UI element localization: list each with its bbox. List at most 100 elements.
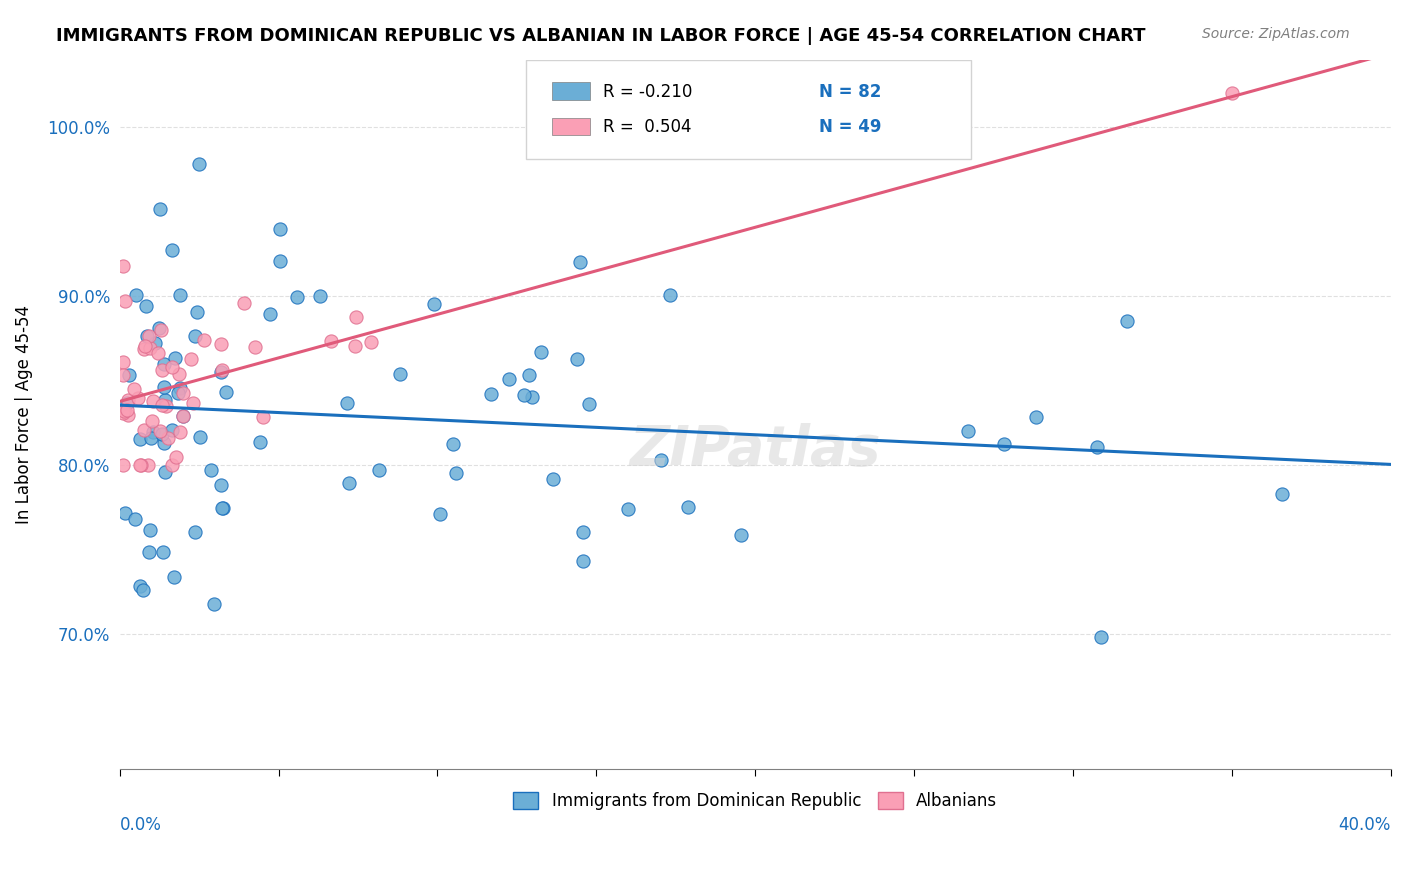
- Point: [993, 436, 1015, 450]
- Point: [129, 433, 152, 447]
- Point: [138, 544, 160, 558]
- Point: [187, 157, 209, 171]
- Point: [152, 545, 174, 559]
- Point: [287, 289, 309, 303]
- Point: [111, 260, 134, 274]
- Point: [152, 357, 174, 371]
- Point: [155, 465, 177, 479]
- Point: [111, 406, 134, 420]
- Point: [1116, 314, 1139, 328]
- Point: [572, 554, 595, 568]
- Point: [169, 425, 191, 440]
- Point: [180, 352, 202, 367]
- Point: [269, 254, 291, 268]
- Point: [172, 386, 194, 401]
- Point: [513, 388, 536, 402]
- Point: [138, 329, 160, 343]
- Point: [136, 458, 159, 472]
- Point: [118, 368, 141, 383]
- FancyBboxPatch shape: [526, 60, 972, 159]
- Point: [446, 467, 468, 481]
- Text: N = 82: N = 82: [818, 82, 882, 101]
- Point: [422, 297, 444, 311]
- Point: [149, 425, 172, 439]
- Point: [676, 500, 699, 514]
- Point: [139, 342, 162, 356]
- Point: [111, 355, 134, 369]
- Point: [172, 409, 194, 424]
- Point: [131, 583, 153, 598]
- Point: [132, 343, 155, 357]
- Point: [211, 363, 233, 377]
- Point: [1271, 487, 1294, 501]
- Point: [215, 385, 238, 400]
- Point: [186, 304, 208, 318]
- Point: [160, 458, 183, 472]
- Point: [146, 345, 169, 359]
- Point: [211, 500, 233, 515]
- Text: R = -0.210: R = -0.210: [603, 82, 692, 101]
- Point: [344, 339, 367, 353]
- Text: ZIPatlas: ZIPatlas: [630, 423, 882, 476]
- Point: [143, 336, 166, 351]
- Point: [211, 365, 233, 379]
- Point: [149, 202, 172, 217]
- Point: [337, 476, 360, 491]
- Point: [139, 523, 162, 537]
- Point: [389, 368, 412, 382]
- Point: [730, 528, 752, 542]
- Point: [209, 337, 232, 351]
- Point: [153, 380, 176, 394]
- Point: [129, 458, 152, 472]
- Point: [136, 329, 159, 343]
- Point: [167, 367, 190, 381]
- Point: [166, 386, 188, 401]
- Point: [148, 321, 170, 335]
- Point: [429, 507, 451, 521]
- Point: [360, 334, 382, 349]
- Point: [309, 289, 332, 303]
- Point: [181, 396, 204, 410]
- FancyBboxPatch shape: [553, 82, 591, 100]
- Text: Source: ZipAtlas.com: Source: ZipAtlas.com: [1202, 27, 1350, 41]
- Point: [344, 310, 367, 325]
- FancyBboxPatch shape: [553, 118, 591, 136]
- Point: [141, 414, 163, 428]
- Point: [135, 299, 157, 313]
- Point: [616, 502, 638, 516]
- Point: [520, 390, 543, 404]
- Point: [1090, 631, 1112, 645]
- Point: [112, 403, 135, 417]
- Point: [142, 425, 165, 439]
- Point: [650, 453, 672, 467]
- Point: [111, 368, 134, 382]
- Point: [124, 512, 146, 526]
- Point: [336, 396, 359, 410]
- Point: [530, 345, 553, 359]
- Point: [565, 352, 588, 367]
- Text: 40.0%: 40.0%: [1339, 816, 1391, 834]
- Point: [139, 431, 162, 445]
- Point: [163, 570, 186, 584]
- Point: [184, 329, 207, 343]
- Point: [117, 396, 139, 410]
- Point: [114, 293, 136, 308]
- Point: [659, 287, 682, 301]
- Point: [209, 477, 232, 491]
- Text: R =  0.504: R = 0.504: [603, 118, 692, 136]
- Point: [149, 323, 172, 337]
- Text: N = 49: N = 49: [818, 118, 882, 136]
- Point: [117, 392, 139, 407]
- Point: [243, 340, 266, 354]
- Text: IMMIGRANTS FROM DOMINICAN REPUBLIC VS ALBANIAN IN LABOR FORCE | AGE 45-54 CORREL: IMMIGRANTS FROM DOMINICAN REPUBLIC VS AL…: [56, 27, 1146, 45]
- Point: [1025, 409, 1047, 424]
- Point: [150, 362, 173, 376]
- Point: [117, 408, 139, 422]
- Point: [134, 339, 156, 353]
- Point: [368, 462, 391, 476]
- Point: [572, 525, 595, 540]
- Point: [259, 308, 281, 322]
- Point: [202, 597, 225, 611]
- Point: [127, 391, 149, 405]
- Point: [132, 423, 155, 437]
